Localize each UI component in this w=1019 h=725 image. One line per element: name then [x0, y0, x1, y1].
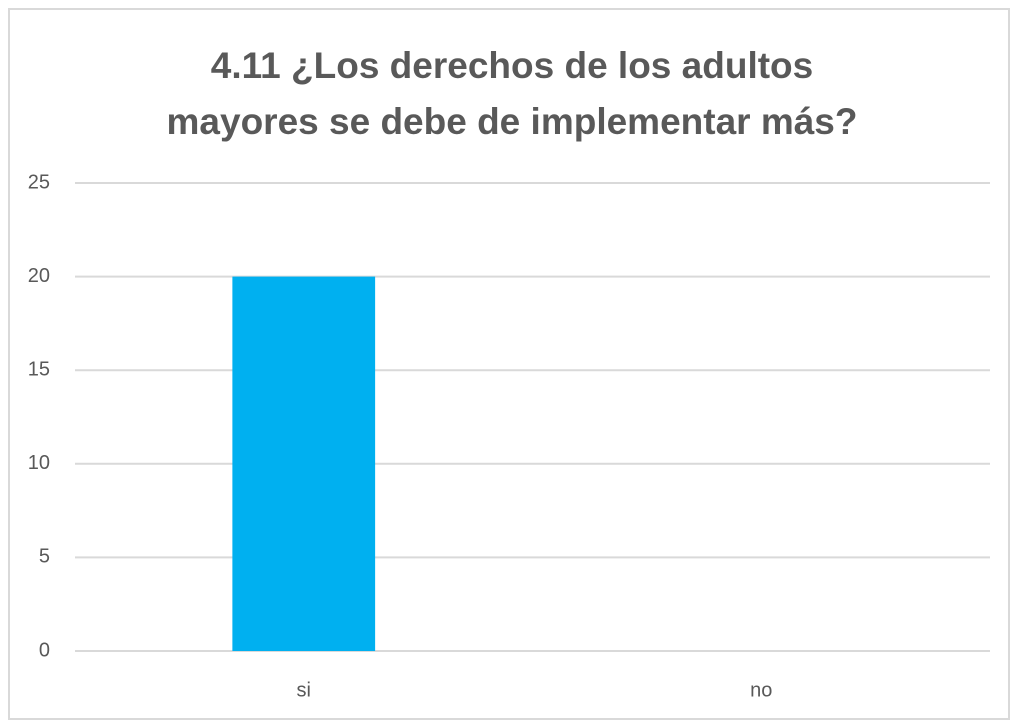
y-tick-label: 0: [39, 639, 50, 661]
chart-frame: [8, 8, 1010, 720]
y-tick-label: 5: [39, 546, 50, 568]
y-tick-label: 15: [28, 358, 50, 380]
y-tick-label: 25: [28, 171, 50, 193]
x-tick-label: no: [750, 679, 772, 701]
chart-title: 4.11 ¿Los derechos de los adultos mayore…: [166, 45, 858, 142]
y-tick-label: 10: [28, 452, 50, 474]
x-tick-label: si: [297, 679, 311, 701]
bar: [232, 276, 376, 651]
y-tick-label: 20: [28, 265, 50, 287]
